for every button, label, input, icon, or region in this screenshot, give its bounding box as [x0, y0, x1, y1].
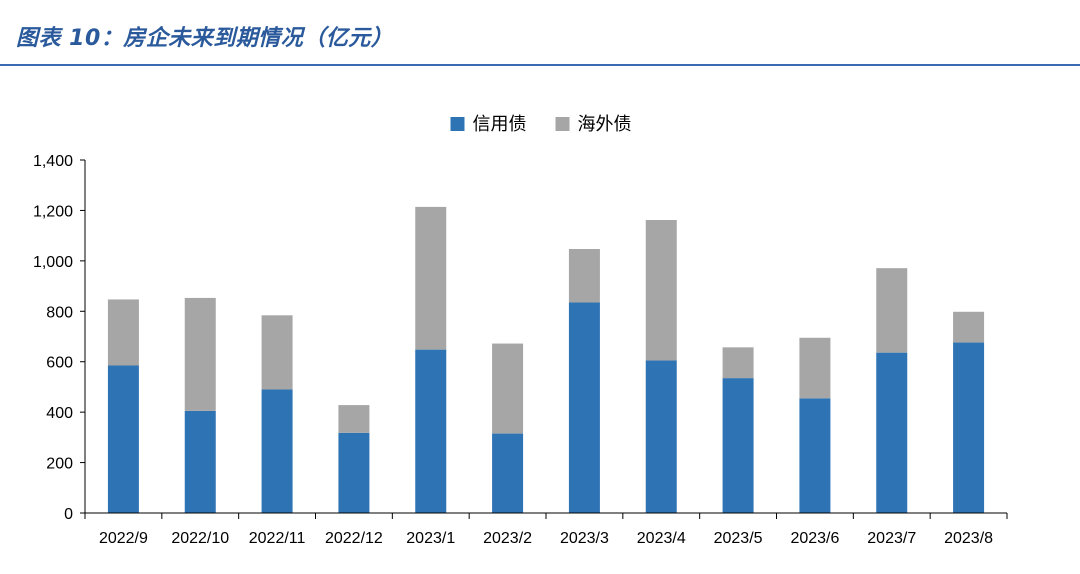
bars [107, 206, 985, 513]
bar-segment-credit-bond [645, 360, 677, 513]
legend-swatch-credit-bond [450, 117, 465, 131]
chart-area: 信用债 海外债 0 200 400 600 800 1,000 1,200 1,400 2022… [0, 66, 1080, 570]
bar-segment-credit-bond [568, 302, 600, 513]
bar-segment-credit-bond [415, 349, 447, 513]
bar-segment-overseas-bond [338, 405, 370, 433]
y-tick-label: 200 [46, 456, 73, 473]
bar-segment-overseas-bond [184, 297, 216, 411]
legend: 信用债 海外债 [450, 114, 632, 135]
x-tick-label: 2023/4 [637, 530, 686, 547]
y-tick-label: 1,200 [33, 203, 73, 220]
bar-segment-overseas-bond [876, 268, 908, 353]
x-tick-label: 2023/8 [944, 530, 993, 547]
y-tick-label: 800 [46, 304, 73, 321]
x-tick-label: 2023/1 [406, 530, 455, 547]
x-tick-label: 2022/12 [325, 530, 383, 547]
bar-segment-credit-bond [492, 433, 524, 513]
bar-segment-credit-bond [953, 342, 985, 513]
x-tick-label: 2023/3 [560, 530, 609, 547]
x-tick-label: 2022/11 [249, 530, 306, 547]
figure-header: 图表 10：房企未来到期情况（亿元） [0, 0, 1080, 66]
bar-segment-overseas-bond [645, 220, 677, 361]
figure-title: 图表 10：房企未来到期情况（亿元） [16, 26, 394, 51]
bar-segment-overseas-bond [568, 249, 600, 303]
bar-segment-credit-bond [799, 398, 831, 513]
title-divider [0, 64, 1080, 66]
bar-segment-overseas-bond [799, 337, 831, 399]
legend-label: 信用债 [473, 114, 527, 135]
x-axis: 2022/9 2022/10 2022/11 2022/12 2023/1 2023/2 2… [84, 512, 1008, 547]
x-tick-label: 2022/9 [99, 530, 148, 547]
legend-label: 海外债 [578, 114, 632, 135]
x-tick-label: 2023/6 [790, 530, 839, 547]
bar-segment-overseas-bond [261, 315, 293, 390]
bar-segment-credit-bond [261, 389, 293, 513]
bar-segment-overseas-bond [107, 299, 139, 366]
stacked-bar-chart: 信用债 海外债 0 200 400 600 800 1,000 1,200 1,400 2022… [33, 114, 1008, 547]
bar-segment-credit-bond [876, 352, 908, 513]
legend-swatch-overseas-bond [555, 117, 570, 131]
bar-segment-overseas-bond [722, 347, 754, 379]
bar-segment-credit-bond [107, 365, 139, 513]
y-tick-label: 1,000 [33, 254, 73, 271]
x-tick-label: 2023/2 [483, 530, 532, 547]
y-tick-label: 1,400 [33, 153, 73, 170]
bar-segment-credit-bond [338, 432, 370, 513]
bar-segment-overseas-bond [415, 206, 447, 350]
y-axis: 0 200 400 600 800 1,000 1,200 1,400 [33, 153, 86, 523]
bar-segment-overseas-bond [492, 343, 524, 434]
y-tick-label: 0 [64, 506, 73, 523]
x-tick-label: 2022/10 [171, 530, 229, 547]
x-tick-label: 2023/5 [714, 530, 763, 547]
x-tick-label: 2023/7 [867, 530, 916, 547]
bar-segment-credit-bond [184, 410, 216, 513]
y-tick-label: 400 [46, 405, 73, 422]
bar-segment-credit-bond [722, 378, 754, 513]
bar-segment-overseas-bond [953, 311, 985, 343]
y-tick-label: 600 [46, 355, 73, 372]
